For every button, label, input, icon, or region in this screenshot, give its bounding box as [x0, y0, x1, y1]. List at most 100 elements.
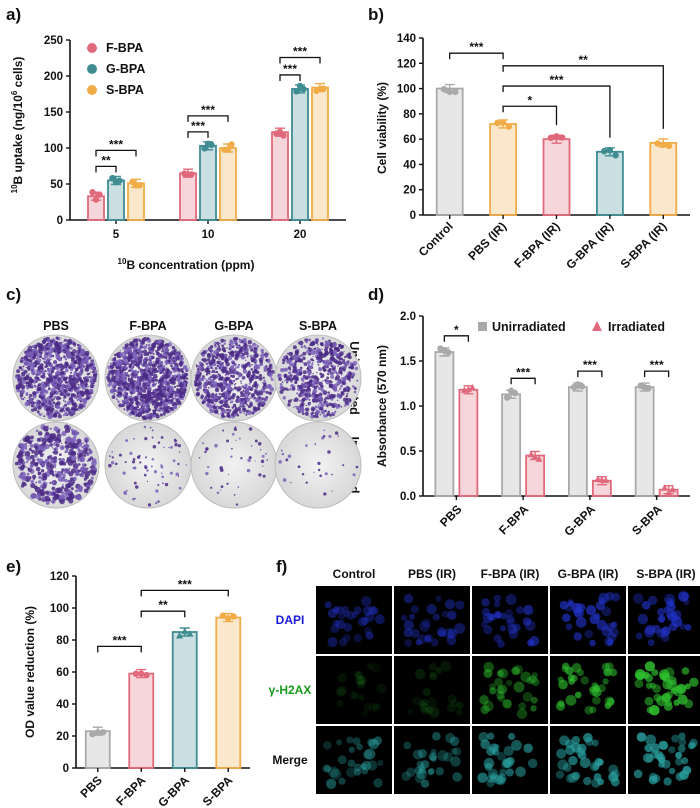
colony-dot [21, 371, 26, 377]
colony-dot [352, 473, 356, 477]
colony-dot [227, 351, 230, 354]
colony-dot [113, 380, 116, 383]
nucleus [447, 628, 458, 639]
colony-dot [161, 361, 163, 363]
colony-dot [175, 393, 180, 398]
colony-dot [65, 483, 71, 489]
colony-dot [233, 386, 238, 390]
colony-dot [240, 382, 243, 384]
colony-dot [45, 344, 48, 347]
colony-dot [330, 371, 335, 375]
colony-dot [299, 366, 303, 370]
chart-b-ytick-label: 20 [403, 185, 416, 197]
colony-dot [232, 379, 236, 383]
nucleus [358, 694, 365, 701]
chart-d-bar-point [661, 484, 669, 491]
colony-dot [119, 352, 124, 357]
colony-dot [300, 377, 305, 382]
colony-dot [135, 390, 138, 393]
colony-dot [246, 403, 249, 406]
colony-dot [74, 402, 77, 405]
colony-dot [56, 433, 62, 439]
colony-dot [255, 344, 258, 346]
colony-dot [206, 403, 210, 407]
colony-dot [68, 479, 71, 483]
colony-dot [317, 461, 321, 465]
panel-label-f: f) [276, 557, 287, 576]
nucleus [633, 593, 644, 604]
colony-dot [35, 429, 39, 433]
colony-dot [226, 347, 228, 349]
nucleus [577, 743, 587, 753]
colony-dot [311, 363, 314, 366]
colony-dot [41, 339, 47, 344]
nucleus [577, 750, 587, 760]
nucleus [487, 768, 499, 780]
colony-dot [302, 362, 304, 364]
nucleus [353, 606, 362, 615]
colony-dot [355, 465, 359, 469]
colony-dot [258, 400, 260, 402]
chart-b-xtick-label: G-BPA (IR) [563, 219, 616, 272]
tile-background [550, 586, 626, 654]
nucleus [580, 676, 589, 685]
colony-dot [329, 356, 335, 361]
colony-dot [51, 446, 54, 449]
nucleus [559, 600, 569, 610]
chart-d-bar-point [669, 485, 677, 493]
colony-dot [329, 413, 333, 417]
nucleus [515, 766, 526, 778]
colony-dot [59, 407, 62, 410]
colony-dot [324, 351, 329, 356]
chart-a-sig-label: *** [109, 137, 123, 151]
colony-dot [287, 403, 290, 405]
chart-d-xtick-label: G-BPA [561, 502, 598, 539]
colony-dot [123, 395, 128, 400]
colony-dot [49, 481, 52, 485]
colony-dot [287, 454, 292, 458]
colony-dot [219, 468, 224, 473]
colony-dot [350, 366, 355, 370]
colony-dot [348, 366, 351, 369]
colony-dot [151, 402, 155, 406]
colony-dot [198, 385, 203, 390]
fluorescence-column-label: PBS (IR) [408, 567, 456, 581]
nucleus [658, 740, 668, 750]
colony-dot [170, 394, 173, 397]
colony-dot [342, 361, 345, 364]
colony-dot [39, 413, 42, 417]
nucleus [505, 609, 514, 618]
nucleus [351, 691, 360, 700]
colony-dot [20, 389, 25, 394]
colony-dot [118, 403, 123, 408]
colony-dot [61, 431, 67, 437]
nucleus [428, 706, 440, 718]
colony-dot [264, 387, 267, 390]
colony-dot [130, 367, 134, 370]
chart-d-ytick-label: 1.5 [400, 356, 417, 368]
chart-e-xtick-label: S-BPA [200, 773, 236, 808]
colony-dot [42, 351, 44, 353]
colony-dot [197, 365, 200, 368]
colony-dot [71, 401, 75, 404]
colony-dot [53, 391, 57, 394]
colony-dot [68, 451, 72, 456]
colony-dot [40, 490, 46, 496]
colony-dot [46, 368, 50, 372]
chart-d-ylabel: Absorbance (570 nm) [375, 345, 389, 467]
nucleus [610, 769, 620, 779]
colony-dot [311, 398, 317, 403]
nucleus [428, 752, 437, 761]
nucleus [665, 699, 673, 707]
nucleus [647, 639, 655, 647]
colony-dot [317, 468, 321, 472]
nucleus [374, 614, 385, 625]
colony-dot [50, 339, 54, 343]
colony-dot [24, 376, 28, 380]
colony-dot [35, 369, 38, 372]
colony-dot [202, 357, 208, 363]
colony-dot [111, 451, 114, 453]
colony-dot [299, 409, 303, 412]
colony-dot [126, 374, 130, 378]
